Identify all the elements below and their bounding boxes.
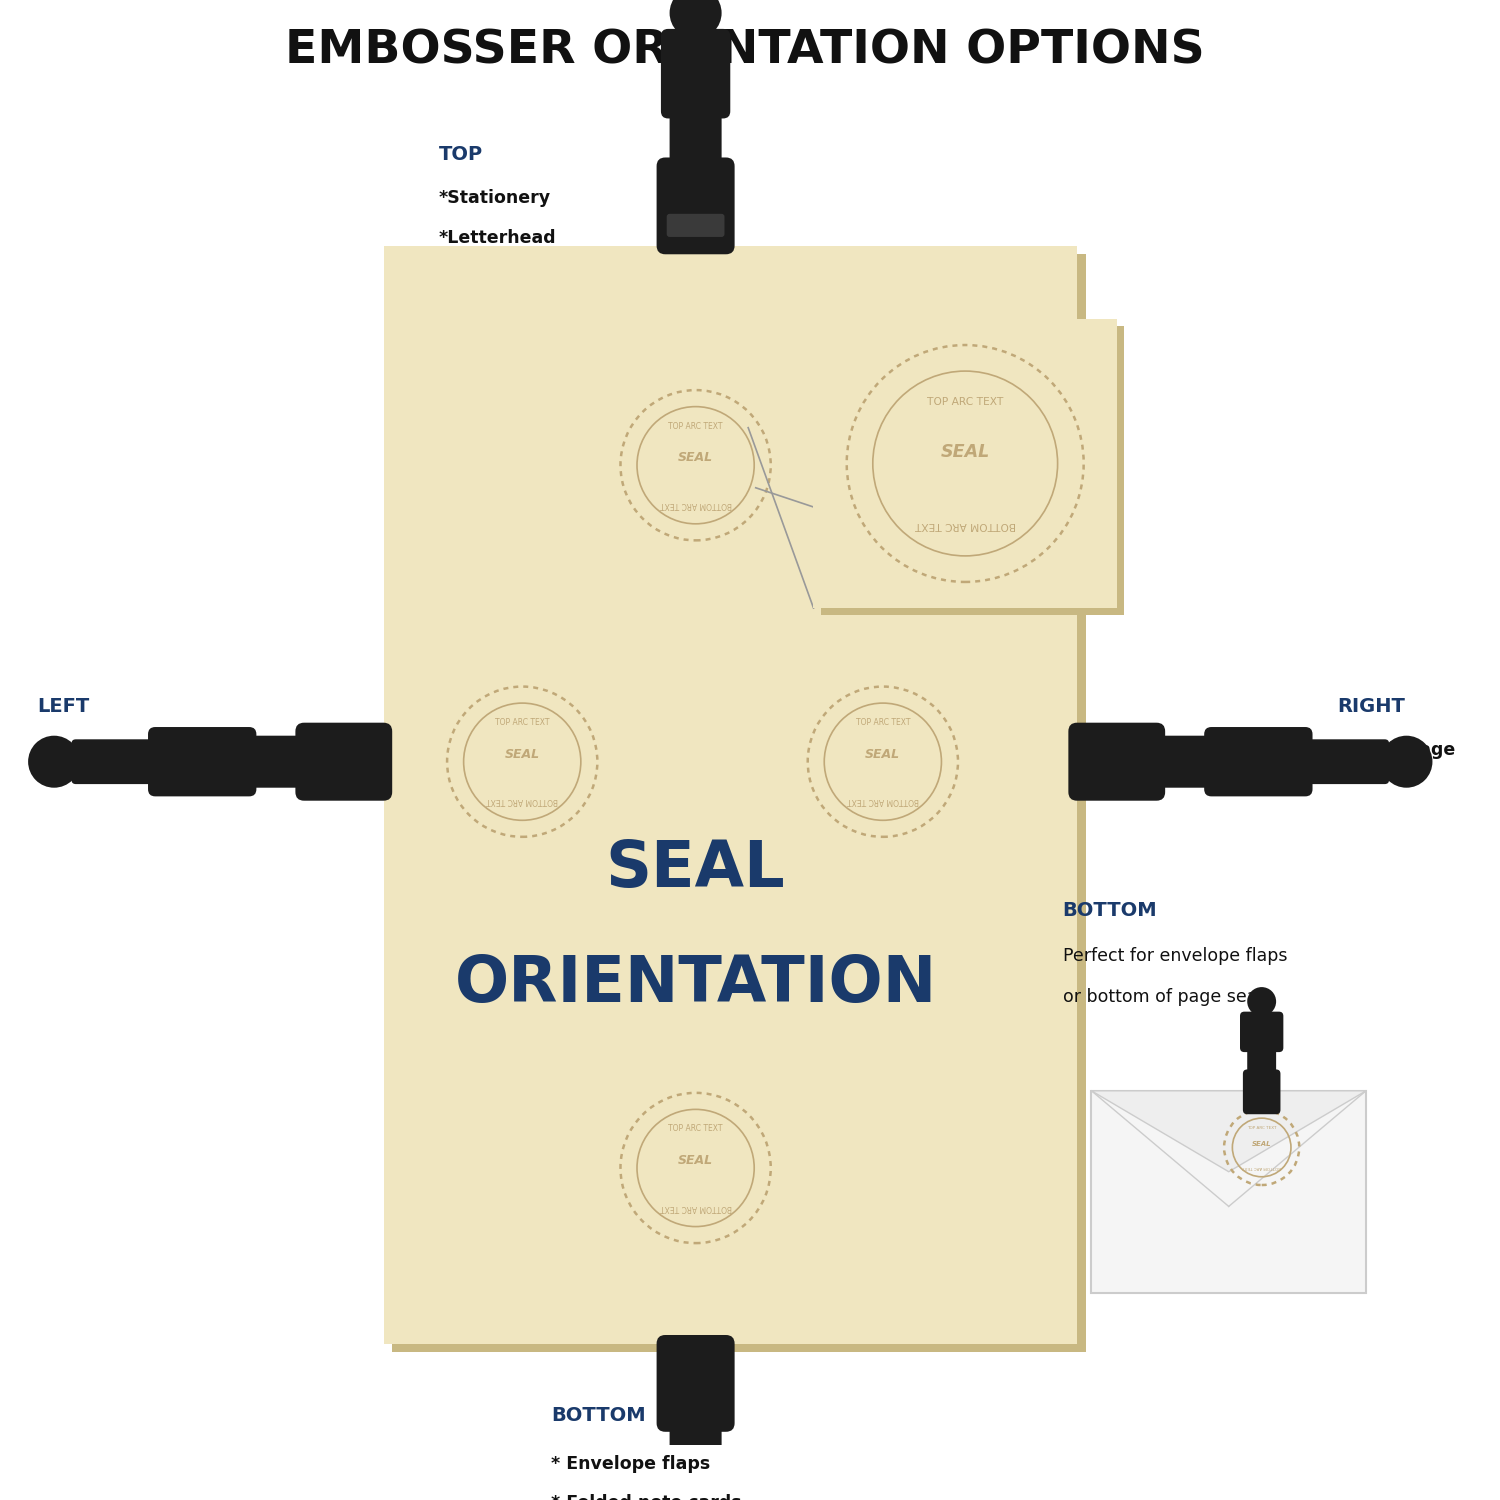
Text: SEAL: SEAL <box>606 837 786 900</box>
Text: ORIENTATION: ORIENTATION <box>454 952 936 1016</box>
Text: TOP ARC TEXT: TOP ARC TEXT <box>1246 1126 1276 1130</box>
Text: BOTTOM ARC TEXT: BOTTOM ARC TEXT <box>915 520 1016 530</box>
Text: RIGHT: RIGHT <box>1336 698 1406 717</box>
Text: EMBOSSER ORIENTATION OPTIONS: EMBOSSER ORIENTATION OPTIONS <box>285 28 1204 74</box>
Text: BOTTOM ARC TEXT: BOTTOM ARC TEXT <box>486 796 558 806</box>
Text: BOTTOM ARC TEXT: BOTTOM ARC TEXT <box>1242 1166 1281 1168</box>
Text: BOTTOM: BOTTOM <box>1062 900 1156 920</box>
Text: * Book page: * Book page <box>1336 741 1455 759</box>
FancyBboxPatch shape <box>296 723 392 801</box>
FancyBboxPatch shape <box>72 740 159 784</box>
Text: BOTTOM ARC TEXT: BOTTOM ARC TEXT <box>660 1203 732 1212</box>
Text: SEAL: SEAL <box>678 1154 712 1167</box>
FancyBboxPatch shape <box>1092 1090 1366 1293</box>
Text: TOP ARC TEXT: TOP ARC TEXT <box>669 422 723 430</box>
FancyBboxPatch shape <box>1068 723 1166 801</box>
FancyBboxPatch shape <box>1300 740 1389 784</box>
FancyBboxPatch shape <box>666 214 724 237</box>
Text: *Not Common: *Not Common <box>38 741 172 759</box>
Text: TOP ARC TEXT: TOP ARC TEXT <box>495 718 549 728</box>
Text: SEAL: SEAL <box>865 747 900 760</box>
FancyBboxPatch shape <box>236 735 316 788</box>
FancyBboxPatch shape <box>1143 735 1224 788</box>
FancyBboxPatch shape <box>392 255 1086 1353</box>
Circle shape <box>28 735 80 788</box>
FancyBboxPatch shape <box>1204 728 1312 796</box>
Text: SEAL: SEAL <box>940 442 990 460</box>
Text: Perfect for envelope flaps: Perfect for envelope flaps <box>1062 948 1287 966</box>
Text: LEFT: LEFT <box>38 698 88 717</box>
Text: * Envelope flaps: * Envelope flaps <box>550 1455 711 1473</box>
Polygon shape <box>1092 1090 1366 1172</box>
FancyBboxPatch shape <box>662 1472 730 1500</box>
FancyBboxPatch shape <box>1244 1070 1281 1114</box>
Text: *Stationery: *Stationery <box>440 189 550 207</box>
FancyBboxPatch shape <box>662 28 730 118</box>
Text: *Letterhead: *Letterhead <box>440 230 556 248</box>
FancyBboxPatch shape <box>821 326 1124 615</box>
Circle shape <box>1380 735 1432 788</box>
Text: BOTTOM: BOTTOM <box>550 1407 645 1425</box>
FancyBboxPatch shape <box>669 1410 722 1491</box>
Circle shape <box>1246 987 1276 1016</box>
FancyBboxPatch shape <box>1240 1011 1284 1052</box>
FancyBboxPatch shape <box>384 246 1077 1344</box>
Circle shape <box>669 0 722 39</box>
FancyBboxPatch shape <box>148 728 256 796</box>
FancyBboxPatch shape <box>657 158 735 255</box>
Text: TOP: TOP <box>440 146 483 164</box>
FancyBboxPatch shape <box>813 320 1118 608</box>
Text: SEAL: SEAL <box>1252 1140 1272 1146</box>
Text: BOTTOM ARC TEXT: BOTTOM ARC TEXT <box>660 500 732 508</box>
Text: TOP ARC TEXT: TOP ARC TEXT <box>855 718 910 728</box>
Text: BOTTOM ARC TEXT: BOTTOM ARC TEXT <box>847 796 920 806</box>
Text: or bottom of page seals: or bottom of page seals <box>1062 988 1270 1006</box>
FancyBboxPatch shape <box>669 98 722 178</box>
Text: * Folded note cards: * Folded note cards <box>550 1494 741 1500</box>
Text: SEAL: SEAL <box>504 747 540 760</box>
Text: TOP ARC TEXT: TOP ARC TEXT <box>927 398 1004 406</box>
Text: TOP ARC TEXT: TOP ARC TEXT <box>669 1125 723 1134</box>
FancyBboxPatch shape <box>657 1335 735 1432</box>
FancyBboxPatch shape <box>1246 1042 1276 1080</box>
Text: SEAL: SEAL <box>678 452 712 464</box>
